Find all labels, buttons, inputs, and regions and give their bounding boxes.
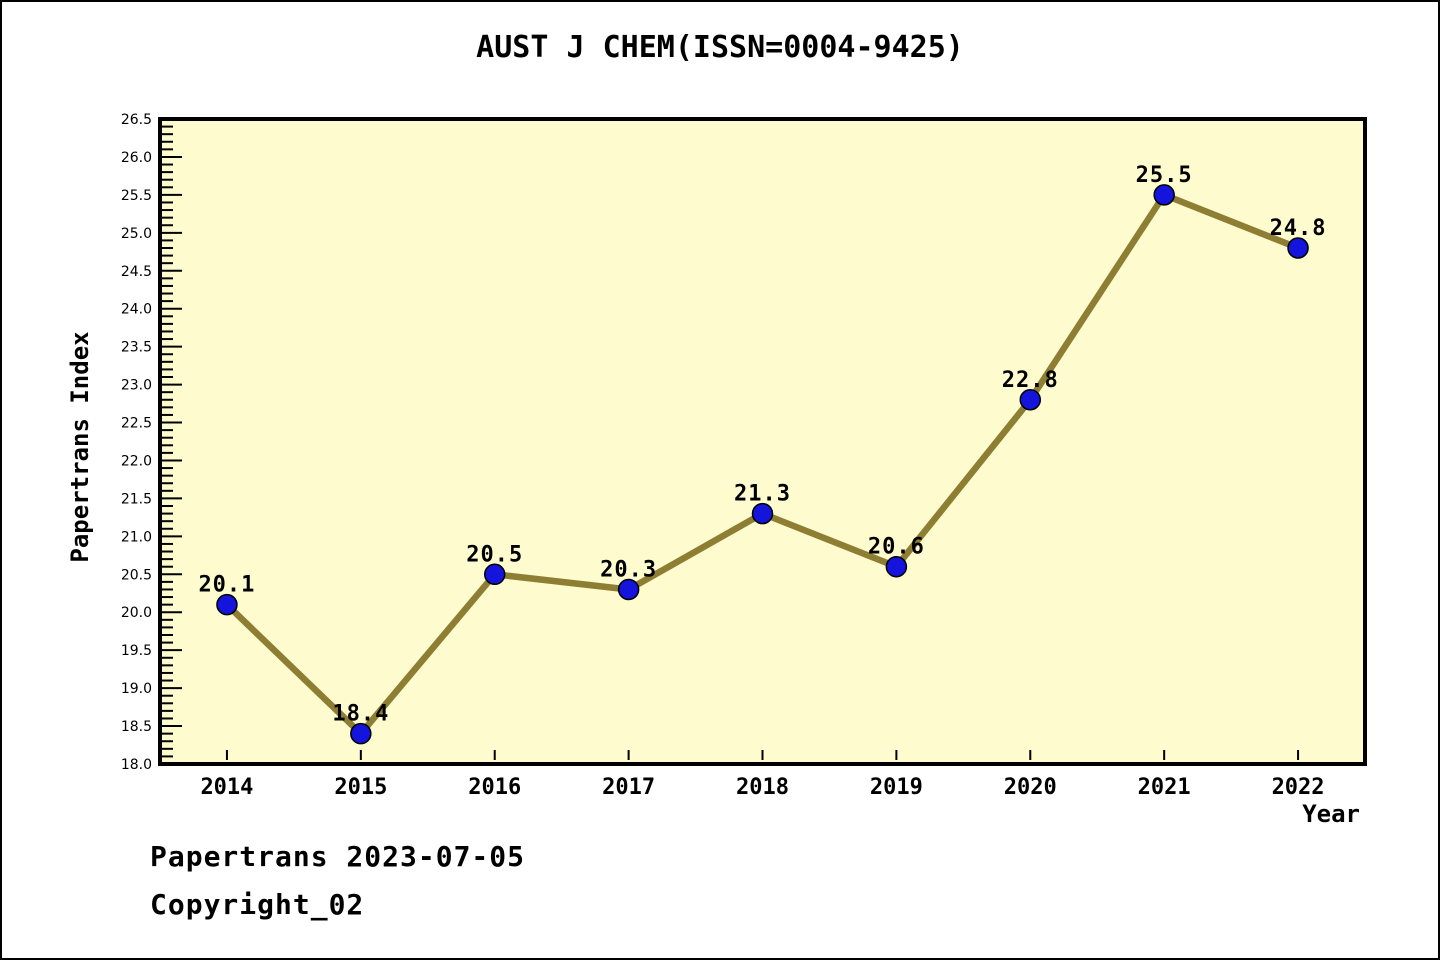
data-point-label: 25.5: [1136, 163, 1193, 188]
y-tick-label: 21.5: [121, 491, 152, 507]
data-point: [216, 593, 238, 616]
y-tick-label: 25.5: [121, 188, 152, 204]
y-tick-label: 20.5: [121, 567, 152, 583]
y-tick-label: 26.0: [121, 150, 152, 166]
data-point: [1153, 184, 1175, 206]
x-tick-label: 2021: [1138, 775, 1191, 800]
y-tick-label: 22.0: [121, 453, 152, 469]
data-point: [617, 578, 640, 601]
y-tick-label: 19.0: [121, 681, 152, 697]
y-tick-label: 23.0: [121, 378, 152, 394]
data-point: [350, 722, 372, 745]
x-tick-label: 2020: [1004, 775, 1057, 800]
data-point: [751, 502, 774, 525]
y-tick-label: 23.5: [121, 340, 152, 356]
watermark-date-text: Papertrans 2023-07-05: [150, 840, 526, 873]
plot-border: [158, 117, 1367, 766]
x-tick-label: 2022: [1272, 775, 1325, 800]
data-point-label: 18.4: [332, 702, 389, 727]
x-tick-label: 2017: [602, 775, 655, 800]
y-tick-label: 26.5: [121, 112, 152, 128]
data-point-label: 22.8: [1002, 368, 1059, 393]
data-point: [1287, 237, 1309, 259]
x-tick-label: 2015: [334, 775, 387, 800]
data-point: [1019, 389, 1042, 411]
x-tick-label: 2016: [468, 775, 521, 800]
y-tick-label: 24.0: [121, 302, 152, 318]
y-tick-label: 18.0: [121, 757, 152, 773]
data-point-label: 24.8: [1270, 216, 1327, 241]
plot-area: [160, 119, 1365, 764]
y-tick-label: 22.5: [121, 416, 152, 432]
data-point: [483, 563, 506, 586]
data-point-label: 20.1: [198, 573, 255, 598]
x-tick-label: 2019: [870, 775, 923, 800]
data-point: [885, 555, 908, 578]
x-tick-label: 2014: [200, 775, 253, 800]
y-tick-label: 20.0: [121, 605, 152, 621]
data-point-label: 20.3: [600, 557, 657, 582]
y-tick-label: 24.5: [121, 264, 152, 280]
data-point-label: 21.3: [734, 482, 791, 507]
data-point-label: 20.6: [868, 535, 925, 560]
y-tick-label: 21.0: [121, 529, 152, 545]
x-tick-label: 2018: [736, 775, 789, 800]
data-point-label: 20.5: [466, 542, 523, 567]
y-tick-label: 19.5: [121, 643, 152, 659]
chart-title: AUST J CHEM(ISSN=0004-9425): [476, 30, 964, 65]
y-tick-label: 25.0: [121, 226, 152, 242]
x-axis-title: Year: [1302, 800, 1360, 828]
y-tick-label: 18.5: [121, 719, 152, 735]
watermark-copyright-text: Copyright_02: [150, 888, 365, 921]
